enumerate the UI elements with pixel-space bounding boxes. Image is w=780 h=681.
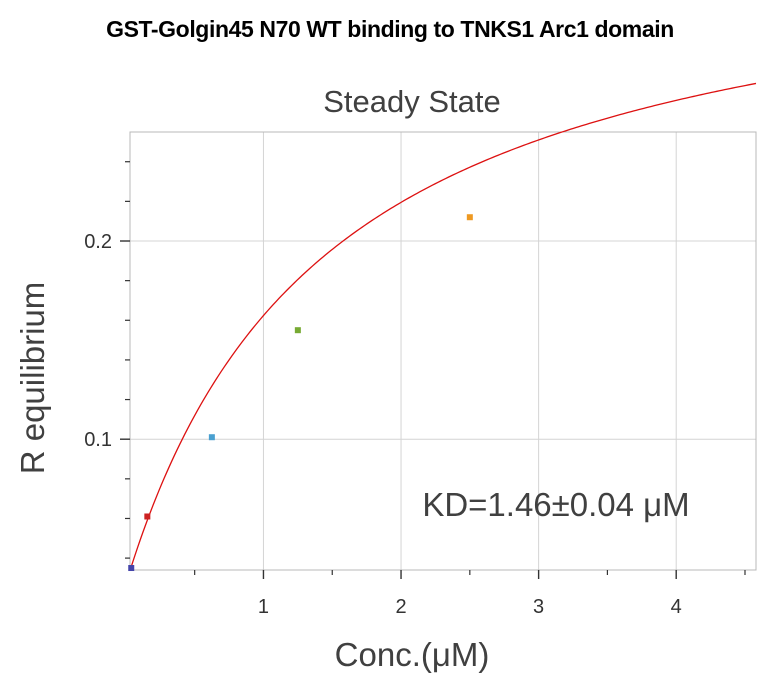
x-axis-label: Conc.(μM) [335,636,490,673]
x-tick-label: 1 [258,596,269,618]
tick-labels: 1 2 3 4 0.1 0.2 [84,231,682,618]
axis-ticks [120,161,746,579]
x-tick-label: 2 [395,596,406,618]
data-point [208,434,215,441]
data-points [128,214,473,572]
grid [130,132,756,570]
x-tick-label: 4 [671,596,682,618]
data-point [128,565,135,572]
y-axis-label: R equilibrium [14,282,51,475]
data-point [144,513,151,520]
figure-title: GST-Golgin45 N70 WT binding to TNKS1 Arc… [106,16,674,42]
fit-curve [129,82,757,571]
y-tick-label: 0.1 [84,429,112,451]
y-tick-label: 0.2 [84,231,112,253]
x-tick-label: 3 [533,596,544,618]
kd-annotation: KD=1.46±0.04 μM [422,486,689,523]
plot-border [129,131,757,571]
plot-frame [129,131,757,571]
data-point [466,214,473,221]
chart-title: Steady State [323,84,501,119]
data-point [294,327,301,334]
